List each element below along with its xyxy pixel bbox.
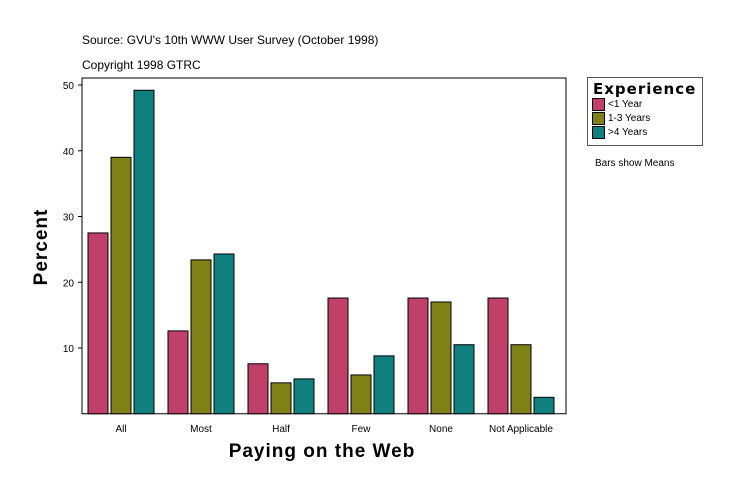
legend-item: 1-3 Years <box>592 112 650 125</box>
x-tick-label: Few <box>352 424 372 435</box>
bar-few-1 <box>350 374 372 415</box>
x-tick-label: None <box>429 424 453 435</box>
plot-area <box>81 77 567 415</box>
bar-all-1 <box>110 156 132 415</box>
legend: Experience <1 Year 1-3 Years >4 Years <box>587 77 703 146</box>
legend-label: 1-3 Years <box>608 113 651 124</box>
bar-most-1 <box>190 259 212 415</box>
bar-none-2 <box>453 344 475 415</box>
legend-label: <1 Year <box>608 99 643 110</box>
bar-all-0 <box>87 232 109 415</box>
bar-half-1 <box>270 382 292 415</box>
bar-few-0 <box>327 297 349 415</box>
x-axis-label: Paying on the Web <box>229 441 416 462</box>
y-tick-label: 30 <box>63 213 75 224</box>
bar-most-0 <box>167 330 189 415</box>
y-tick-label: 50 <box>63 81 75 92</box>
legend-swatch <box>592 126 605 139</box>
y-tick-label: 10 <box>63 344 75 355</box>
x-tick-label: Most <box>190 424 212 435</box>
source-text: Source: GVU's 10th WWW User Survey (Octo… <box>82 33 379 47</box>
legend-item: >4 Years <box>592 126 647 139</box>
copyright-text: Copyright 1998 GTRC <box>82 58 201 72</box>
bar-few-2 <box>373 355 395 415</box>
legend-label: >4 Years <box>608 127 648 138</box>
x-tick-label: All <box>115 424 126 435</box>
y-tick-label: 40 <box>63 147 75 158</box>
y-tick-label: 20 <box>63 278 75 289</box>
bar-none-0 <box>407 297 429 415</box>
bar-not-applicable-1 <box>510 344 532 415</box>
legend-swatch <box>592 98 605 111</box>
x-tick-label: Half <box>272 424 290 435</box>
legend-item: <1 Year <box>592 98 642 111</box>
bar-half-2 <box>293 378 315 415</box>
legend-swatch <box>592 112 605 125</box>
y-axis-label: Percent <box>31 209 52 286</box>
bar-none-1 <box>430 301 452 415</box>
bar-not-applicable-0 <box>487 297 509 415</box>
legend-title: Experience <box>593 80 697 98</box>
bar-all-2 <box>133 89 155 415</box>
x-tick-label: Not Applicable <box>489 424 553 435</box>
bar-most-2 <box>213 253 235 415</box>
bar-not-applicable-2 <box>533 396 555 415</box>
note-text: Bars show Means <box>595 158 675 169</box>
bar-half-0 <box>247 363 269 415</box>
